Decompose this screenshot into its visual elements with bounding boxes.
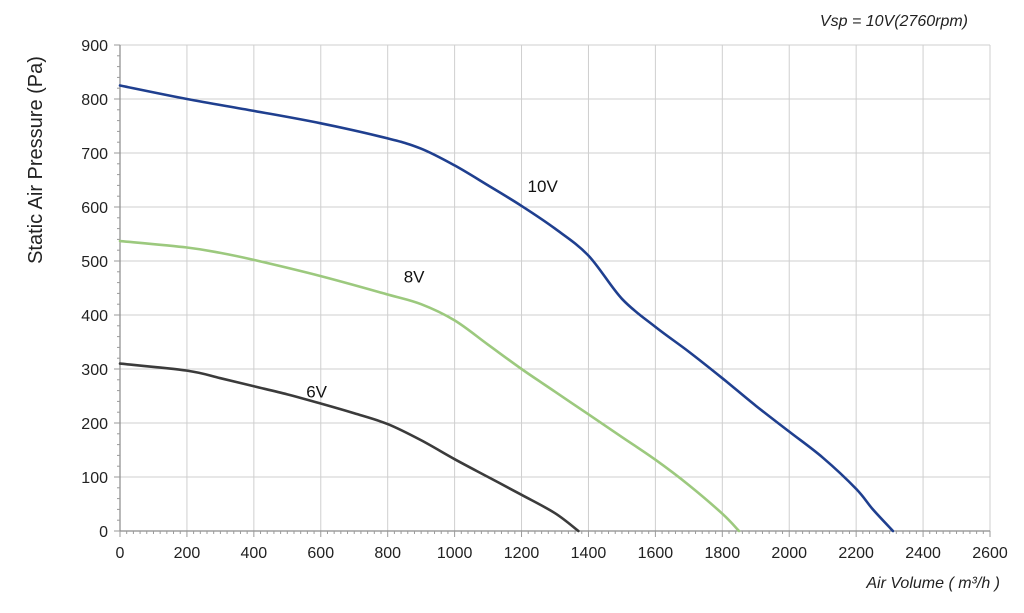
x-tick-label: 1800 bbox=[705, 545, 741, 562]
y-axis-title: Static Air Pressure (Pa) bbox=[25, 56, 47, 264]
y-tick-label: 200 bbox=[81, 416, 108, 433]
x-tick-label: 2400 bbox=[905, 545, 941, 562]
y-tick-label: 500 bbox=[81, 254, 108, 271]
x-tick-label: 200 bbox=[174, 545, 201, 562]
series-label-6v: 6V bbox=[306, 382, 327, 401]
series bbox=[118, 84, 895, 533]
x-tick-label: 800 bbox=[374, 545, 401, 562]
series-line-6v bbox=[118, 362, 580, 533]
series-line-10v bbox=[118, 84, 895, 533]
series-line-8v bbox=[118, 239, 741, 533]
x-axis-title: Air Volume ( m³/h ) bbox=[865, 575, 1000, 592]
y-tick-label: 0 bbox=[99, 524, 108, 541]
x-tick-label: 2000 bbox=[771, 545, 807, 562]
y-tick-label: 300 bbox=[81, 362, 108, 379]
x-tick-label: 2200 bbox=[838, 545, 874, 562]
x-tick-label: 1600 bbox=[638, 545, 674, 562]
series-label-8v: 8V bbox=[404, 267, 425, 286]
y-tick-label: 400 bbox=[81, 308, 108, 325]
y-tick-label: 800 bbox=[81, 92, 108, 109]
speed-annotation: Vsp = 10V(2760rpm) bbox=[820, 13, 968, 30]
y-tick-label: 700 bbox=[81, 146, 108, 163]
series-labels: 10V 8V 6V bbox=[306, 177, 558, 401]
y-tick-label: 600 bbox=[81, 200, 108, 217]
x-tick-label: 400 bbox=[240, 545, 267, 562]
x-tick-label: 1200 bbox=[504, 545, 540, 562]
x-tick-label: 1400 bbox=[571, 545, 607, 562]
y-tick-label: 100 bbox=[81, 470, 108, 487]
x-tick-label: 2600 bbox=[972, 545, 1008, 562]
x-tick-label: 1000 bbox=[437, 545, 473, 562]
y-tick-label: 900 bbox=[81, 38, 108, 55]
grid bbox=[119, 44, 991, 532]
series-label-10v: 10V bbox=[528, 177, 559, 196]
x-tick-label: 0 bbox=[116, 545, 125, 562]
axes bbox=[114, 44, 991, 537]
tick-labels: 0 200 400 600 800 1000 1200 1400 1600 1800 2000 220… bbox=[81, 38, 1008, 562]
x-tick-label: 600 bbox=[307, 545, 334, 562]
